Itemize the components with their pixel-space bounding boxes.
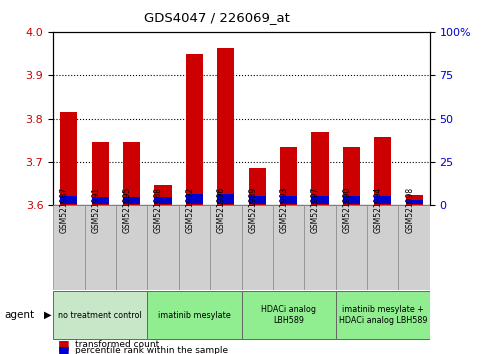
Text: GDS4047 / 226069_at: GDS4047 / 226069_at [144, 11, 290, 24]
Bar [336, 291, 430, 339]
Text: transformed count: transformed count [75, 339, 159, 349]
Bar [186, 194, 203, 204]
Bar [374, 196, 391, 204]
Text: GSM521997: GSM521997 [311, 187, 320, 233]
Bar [53, 291, 147, 339]
Bar [343, 147, 360, 205]
Bar [217, 194, 234, 204]
Text: ■: ■ [58, 344, 70, 354]
Bar [280, 196, 297, 204]
Text: GSM521995: GSM521995 [123, 187, 131, 233]
Text: GSM521992: GSM521992 [185, 187, 194, 233]
Bar [155, 197, 171, 204]
Bar [336, 205, 367, 290]
Bar [280, 147, 297, 205]
Text: imatinib mesylate +
HDACi analog LBH589: imatinib mesylate + HDACi analog LBH589 [339, 306, 427, 325]
Text: GSM521994: GSM521994 [374, 187, 383, 233]
Bar [116, 205, 147, 290]
Bar [210, 205, 242, 290]
Bar [406, 200, 423, 204]
Text: ▶: ▶ [43, 310, 51, 320]
Bar [312, 132, 328, 205]
Bar [147, 205, 179, 290]
Bar [155, 184, 171, 205]
Bar [312, 196, 328, 204]
Bar [60, 196, 77, 204]
Text: GSM521989: GSM521989 [248, 187, 257, 233]
Bar [92, 142, 109, 205]
Text: HDACi analog
LBH589: HDACi analog LBH589 [261, 306, 316, 325]
Bar [53, 205, 85, 290]
Bar [242, 205, 273, 290]
Bar [374, 137, 391, 205]
Bar [273, 205, 304, 290]
Bar [242, 291, 336, 339]
Bar [123, 197, 140, 204]
Text: ■: ■ [58, 338, 70, 350]
Bar [179, 205, 210, 290]
Bar [92, 197, 109, 204]
Bar [217, 48, 234, 205]
Bar [398, 205, 430, 290]
Bar [406, 195, 423, 205]
Text: GSM521991: GSM521991 [91, 187, 100, 233]
Bar [367, 205, 398, 290]
Text: GSM521990: GSM521990 [342, 187, 352, 233]
Text: GSM521998: GSM521998 [405, 187, 414, 233]
Bar [147, 291, 242, 339]
Text: agent: agent [5, 310, 35, 320]
Bar [123, 142, 140, 205]
Bar [304, 205, 336, 290]
Text: GSM521987: GSM521987 [60, 187, 69, 233]
Text: imatinib mesylate: imatinib mesylate [158, 310, 231, 320]
Text: percentile rank within the sample: percentile rank within the sample [75, 346, 228, 354]
Text: GSM521988: GSM521988 [154, 187, 163, 233]
Bar [249, 169, 266, 205]
Text: GSM521996: GSM521996 [217, 187, 226, 233]
Bar [85, 205, 116, 290]
Bar [186, 53, 203, 205]
Bar [343, 196, 360, 204]
Text: no treatment control: no treatment control [58, 310, 142, 320]
Text: GSM521993: GSM521993 [280, 187, 289, 233]
Bar [249, 196, 266, 204]
Bar [60, 112, 77, 205]
